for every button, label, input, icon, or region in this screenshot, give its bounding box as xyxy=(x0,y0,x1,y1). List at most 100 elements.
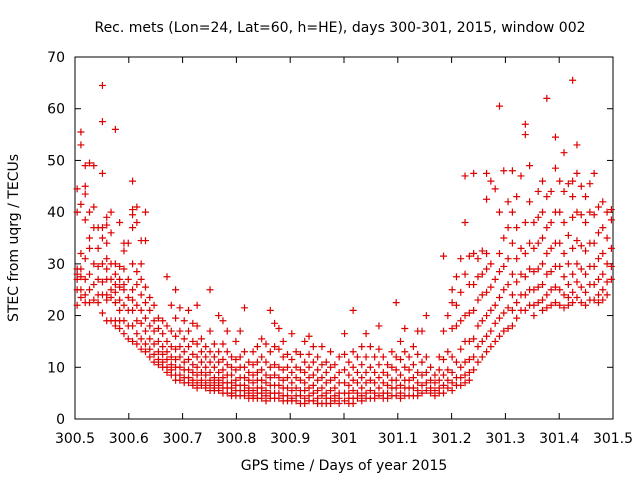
data-point xyxy=(500,286,508,294)
data-point xyxy=(603,278,611,286)
data-point xyxy=(284,374,292,382)
data-point xyxy=(163,356,171,364)
data-point xyxy=(478,291,486,299)
data-point xyxy=(167,327,175,335)
data-point xyxy=(483,250,491,258)
data-point xyxy=(500,167,508,175)
data-point xyxy=(258,394,266,402)
data-point xyxy=(172,345,180,353)
data-point xyxy=(465,356,473,364)
data-point xyxy=(318,392,326,400)
data-point xyxy=(465,309,473,317)
data-point xyxy=(594,275,602,283)
data-point xyxy=(197,358,205,366)
data-point xyxy=(141,299,149,307)
data-point xyxy=(508,270,516,278)
data-point xyxy=(94,275,102,283)
data-point xyxy=(470,281,478,289)
data-point xyxy=(534,283,542,291)
data-point xyxy=(483,332,491,340)
data-point xyxy=(539,260,547,268)
data-point xyxy=(590,296,598,304)
data-point xyxy=(81,291,89,299)
data-point xyxy=(543,304,551,312)
data-point xyxy=(193,340,201,348)
data-point xyxy=(292,397,300,405)
data-point xyxy=(154,337,162,345)
y-axis-label: STEC from uqrg / TECUs xyxy=(6,154,22,322)
data-point xyxy=(513,278,521,286)
data-point xyxy=(487,283,495,291)
data-point xyxy=(461,218,469,226)
data-point xyxy=(564,293,572,301)
data-point xyxy=(129,177,137,185)
data-point xyxy=(193,363,201,371)
data-point xyxy=(103,255,111,263)
data-point xyxy=(193,371,201,379)
data-point xyxy=(185,356,193,364)
data-point xyxy=(81,190,89,198)
data-point xyxy=(401,325,409,332)
data-point xyxy=(129,211,137,219)
data-point xyxy=(309,371,317,379)
data-point xyxy=(279,337,287,345)
data-point xyxy=(189,337,197,345)
data-point xyxy=(607,216,615,224)
x-tick-label: 300.7 xyxy=(163,431,203,447)
data-point xyxy=(163,368,171,376)
data-point xyxy=(133,340,141,348)
data-point xyxy=(577,182,585,190)
data-point xyxy=(202,353,210,361)
data-point xyxy=(215,358,223,366)
data-point xyxy=(478,337,486,345)
data-point xyxy=(129,296,137,304)
data-point xyxy=(266,363,274,371)
data-point xyxy=(440,252,448,260)
data-point xyxy=(603,234,611,242)
data-point xyxy=(331,397,339,405)
data-point xyxy=(159,343,167,351)
data-point xyxy=(461,312,469,320)
data-point xyxy=(193,322,201,330)
data-point xyxy=(577,211,585,219)
data-point xyxy=(189,361,197,369)
data-point xyxy=(262,371,270,379)
data-point xyxy=(362,368,370,376)
x-tick-label: 301.3 xyxy=(485,431,525,447)
data-point xyxy=(107,208,115,216)
data-point xyxy=(279,376,287,384)
data-point xyxy=(371,379,379,387)
data-point xyxy=(284,363,292,371)
data-point xyxy=(341,330,349,338)
data-point xyxy=(349,376,357,384)
data-point xyxy=(543,250,551,258)
data-point xyxy=(120,286,128,294)
data-point xyxy=(94,262,102,270)
data-point xyxy=(98,118,106,126)
data-point xyxy=(392,353,400,361)
data-point xyxy=(521,218,529,226)
data-point xyxy=(418,381,426,389)
data-point xyxy=(275,381,283,389)
data-point xyxy=(327,387,335,395)
data-point xyxy=(103,239,111,247)
data-point xyxy=(275,394,283,402)
data-point xyxy=(465,368,473,376)
data-point xyxy=(500,327,508,335)
data-point xyxy=(116,283,124,291)
data-point xyxy=(288,379,296,387)
data-point xyxy=(90,162,98,170)
data-point xyxy=(253,368,261,376)
data-point xyxy=(358,361,366,369)
data-point xyxy=(279,353,287,361)
data-point xyxy=(366,343,374,351)
data-point xyxy=(392,384,400,392)
data-point xyxy=(271,319,279,327)
data-point xyxy=(185,343,193,351)
data-point xyxy=(215,387,223,395)
data-point xyxy=(133,203,141,211)
data-point xyxy=(573,237,581,245)
data-point xyxy=(305,384,313,392)
data-point xyxy=(90,260,98,268)
data-point xyxy=(137,291,145,299)
